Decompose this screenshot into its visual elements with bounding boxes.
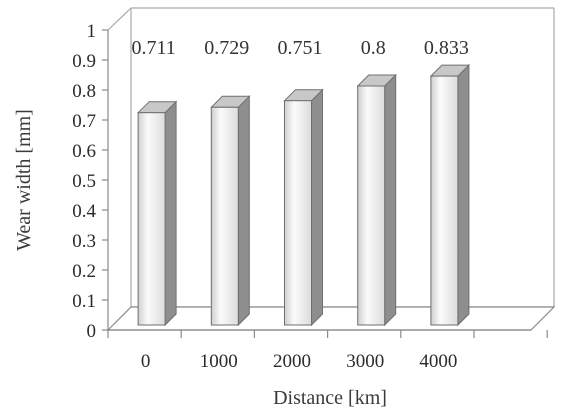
y-tick-label: 0.4: [72, 201, 96, 222]
bar: [210, 95, 251, 327]
y-tick-label: 0.8: [72, 81, 96, 102]
y-axis-ticks: 0 0.1 0.2 0.3 0.4 0.5 0.6 0.7 0.8 0.9 1: [72, 21, 108, 342]
y-tick-label: 0.6: [72, 141, 96, 162]
x-tick-label: 0: [141, 351, 151, 372]
bar-front-face: [137, 112, 166, 326]
x-tick-label: 4000: [419, 351, 457, 372]
y-tick-label: 0.9: [72, 51, 96, 72]
data-label: 0.833: [424, 37, 469, 59]
x-tick-label: 1000: [200, 351, 238, 372]
bar-side-face: [457, 63, 470, 327]
bar-side-face: [164, 100, 177, 327]
y-tick-label: 0: [87, 321, 97, 342]
bar-front-face: [357, 85, 386, 326]
y-tick-label: 0.5: [72, 171, 96, 192]
bar-side-face: [237, 95, 250, 327]
y-tick-label: 1: [87, 21, 97, 42]
bar: [429, 63, 471, 327]
y-tick-label: 0.2: [72, 261, 96, 282]
bar-side-face: [311, 88, 323, 327]
x-axis-ticks: 0 1000 2000 3000 4000: [107, 330, 548, 372]
x-tick-label: 2000: [273, 351, 311, 372]
bar-front-face: [284, 100, 312, 326]
data-label: 0.8: [361, 37, 386, 59]
bar-series: [136, 63, 471, 327]
bar: [283, 88, 324, 327]
data-label: 0.751: [278, 37, 323, 59]
y-tick-label: 0.7: [72, 111, 96, 132]
y-tick-label: 0.1: [72, 291, 96, 312]
bar-front-face: [210, 106, 239, 326]
y-axis-title: Wear width [mm]: [13, 109, 35, 251]
x-axis-title: Distance [km]: [273, 387, 387, 409]
data-label: 0.729: [204, 37, 249, 59]
bar-front-face: [430, 75, 459, 326]
data-labels: 0.711 0.729 0.751 0.8 0.833: [131, 37, 468, 59]
data-label: 0.711: [131, 37, 175, 59]
bar: [356, 73, 397, 327]
y-tick-label: 0.3: [72, 231, 96, 252]
bar: [136, 100, 178, 327]
x-tick-label: 3000: [346, 351, 384, 372]
bar-side-face: [384, 73, 397, 327]
